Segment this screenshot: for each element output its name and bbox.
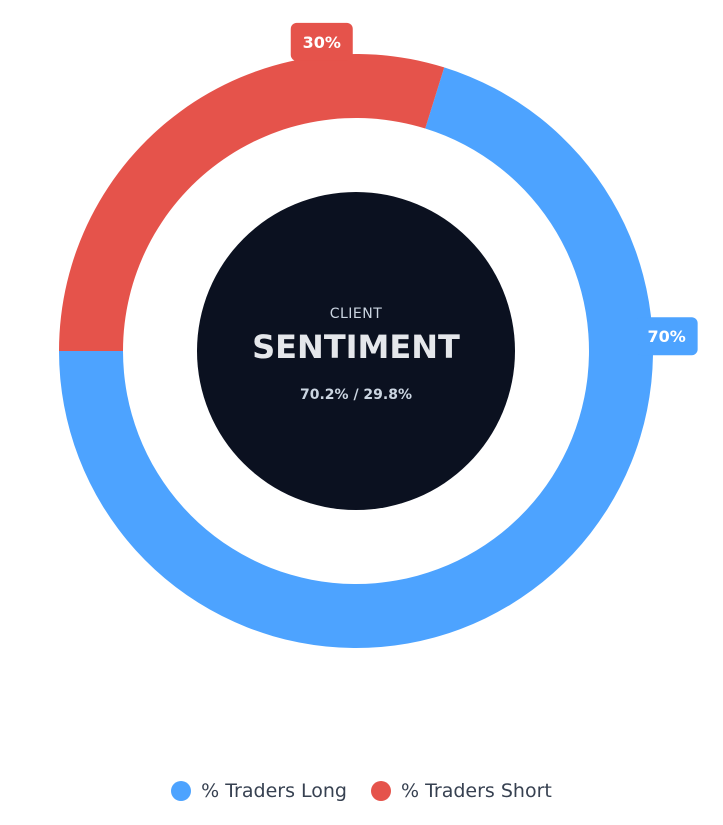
donut-slices xyxy=(59,53,653,649)
legend-item-long[interactable]: % Traders Long xyxy=(171,780,347,802)
data-label-badges: 70% 30% xyxy=(290,22,698,356)
center-ratio: 70.2% / 29.8% xyxy=(300,387,412,403)
legend-swatch-long xyxy=(171,781,192,801)
data-label-short-bg xyxy=(290,22,353,61)
center-label: CLIENT xyxy=(330,306,383,322)
slice-short[interactable] xyxy=(59,53,445,351)
data-label-long-text: 70% xyxy=(648,327,686,346)
legend-swatch-short xyxy=(370,781,391,801)
center-disc xyxy=(197,192,515,510)
data-label-long: 70% xyxy=(635,317,698,356)
data-label-long-bg xyxy=(635,317,698,356)
center-title: SENTIMENT xyxy=(252,328,460,366)
legend-label-short: % Traders Short xyxy=(400,780,552,802)
legend: % Traders Long % Traders Short xyxy=(0,780,723,802)
legend-item-short[interactable]: % Traders Short xyxy=(370,780,552,802)
legend-label-long: % Traders Long xyxy=(201,780,347,802)
data-label-short-text: 30% xyxy=(303,33,341,52)
data-label-short: 30% xyxy=(290,22,353,61)
